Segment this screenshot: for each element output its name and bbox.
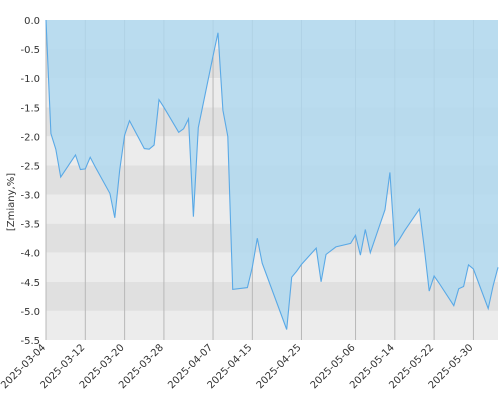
y-axis-tick-labels: 0.0 -0.5 -1.0 -1.5 -2.0 -2.5 -3.0 -3.5 -4.0 -4.5 -… [20,16,40,347]
y-tick-label: -3.5 [20,220,40,231]
y-tick-label: -5.5 [20,336,40,347]
y-tick-label: -2.5 [20,161,40,172]
y-tick-label: -3.0 [20,191,40,202]
y-tick-label: -4.5 [20,278,40,289]
y-tick-label: -1.0 [20,74,40,85]
y-tick-label: -5.0 [20,307,40,318]
y-tick-label: -1.5 [20,103,40,114]
x-axis-tick-labels: 2025-03-042025-03-122025-03-202025-03-28… [0,342,476,391]
background-band [46,310,498,340]
y-tick-label: 0.0 [24,16,40,27]
y-axis-title: [Zmiany,%] [6,173,17,231]
x-tick-label: 2025-04-25 [255,342,304,391]
series-area-fill [46,20,498,330]
y-tick-label: -2.0 [20,132,40,143]
series-line [45,19,499,330]
y-tick-label: -0.5 [20,45,40,56]
y-tick-label: -4.0 [20,249,40,260]
